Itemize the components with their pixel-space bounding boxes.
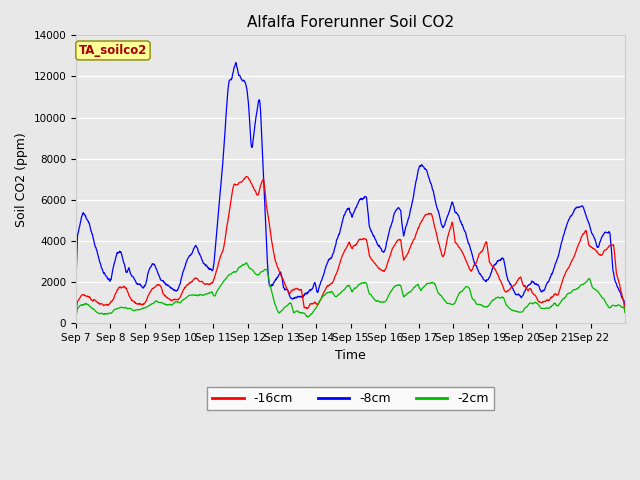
Title: Alfalfa Forerunner Soil CO2: Alfalfa Forerunner Soil CO2 bbox=[247, 15, 454, 30]
Text: TA_soilco2: TA_soilco2 bbox=[79, 44, 147, 57]
Y-axis label: Soil CO2 (ppm): Soil CO2 (ppm) bbox=[15, 132, 28, 227]
Legend: -16cm, -8cm, -2cm: -16cm, -8cm, -2cm bbox=[207, 387, 493, 410]
X-axis label: Time: Time bbox=[335, 348, 366, 362]
